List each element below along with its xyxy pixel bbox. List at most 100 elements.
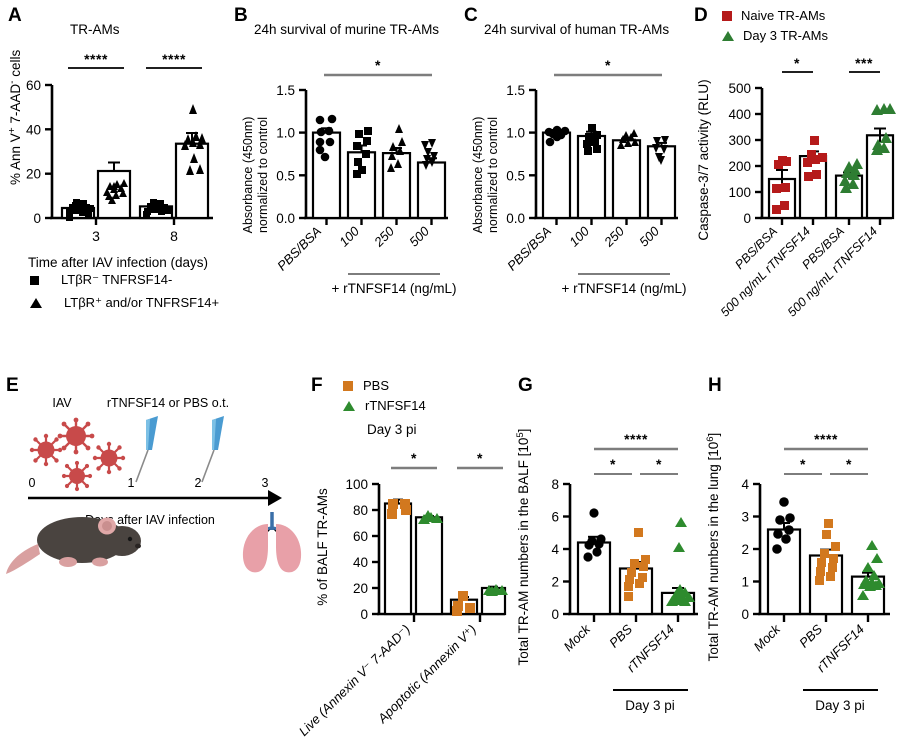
svg-text:0: 0: [743, 211, 751, 226]
svg-text:0: 0: [360, 607, 368, 622]
virus-icon-group: [29, 417, 126, 492]
svg-text:100: 100: [728, 185, 751, 200]
panel-f-points-rtnf-apop: [483, 584, 508, 596]
panel-a-legend-label-0: LTβR⁻ TNFRSF14-: [61, 272, 173, 287]
panel-e-tick-3: 3: [262, 476, 269, 490]
panel-b-title: 24h survival of murine TR-AMs: [254, 22, 440, 37]
svg-text:400: 400: [728, 107, 751, 122]
panel-a-letter: A: [8, 5, 22, 26]
panel-h-letter: H: [708, 375, 722, 396]
panel-h-points-pbs: [815, 519, 840, 585]
svg-text:3: 3: [741, 510, 749, 525]
panel-a-yticks: 0 20 40 60: [26, 78, 52, 226]
panel-a-points-sq3: [66, 199, 94, 221]
svg-text:*: *: [656, 456, 662, 472]
panel-a-plot: % Ann V+ 7-AAD- cells 0 20 40 60: [7, 49, 213, 270]
mouse-icon: [6, 517, 141, 574]
panel-d-points-0: [772, 156, 791, 214]
triangle-icon: [722, 30, 734, 41]
svg-text:40: 40: [353, 555, 368, 570]
panel-b-letter: B: [234, 5, 248, 26]
panel-a-legend-label-1: LTβR⁺ and/or TNFRSF14+: [64, 295, 220, 310]
panel-b-ylabel-2: normalized to control: [256, 117, 270, 233]
panel-e-tick-2: 2: [195, 476, 202, 490]
panel-d-legend-label-1: Day 3 TR-AMs: [743, 28, 828, 43]
panel-h-yticks: 0 1 2 3 4: [741, 477, 760, 622]
panel-e: E IAV rTNFSF14 or PBS o.t.: [0, 372, 310, 622]
panel-f-yticks: 0 20 40 60 80 100: [345, 477, 379, 622]
panel-f-sig: * *: [391, 450, 503, 470]
svg-text:***: ***: [855, 55, 873, 71]
panel-g-xticks: Mock PBS rTNFSF14: [561, 614, 680, 675]
panel-a-points-tri8: [181, 104, 206, 175]
panel-h-group-label: Day 3 pi: [815, 698, 865, 713]
svg-text:PBS: PBS: [796, 621, 825, 650]
svg-text:*: *: [846, 456, 852, 472]
svg-text:6: 6: [551, 510, 559, 525]
panel-a-xticks: 3 8: [92, 218, 178, 244]
svg-text:500: 500: [406, 223, 432, 249]
panel-f-points-rtnf-live: [418, 510, 443, 524]
svg-text:200: 200: [728, 159, 751, 174]
panel-b-points-2: [387, 124, 406, 172]
panel-d-sig: * ***: [782, 55, 880, 73]
svg-text:20: 20: [26, 167, 41, 182]
panel-c-ylabel-2: normalized to control: [486, 117, 500, 233]
panel-g-letter: G: [518, 375, 533, 396]
svg-text:****: ****: [84, 51, 108, 67]
svg-text:*: *: [605, 57, 611, 73]
panel-d: D Naive TR-AMs Day 3 TR-AMs Caspase-3/7 …: [690, 0, 900, 340]
panel-c: C 24h survival of human TR-AMs Absorbanc…: [462, 0, 687, 320]
svg-text:****: ****: [162, 51, 186, 67]
panel-f-plot: % of BALF TR-AMs 0 20 40 60 80 100: [296, 450, 508, 739]
panel-c-points-2: [617, 129, 639, 149]
svg-text:0.0: 0.0: [506, 211, 525, 226]
svg-text:100: 100: [345, 477, 368, 492]
svg-text:PBS/BSA: PBS/BSA: [504, 224, 554, 274]
panel-h-points-rtnf: [857, 540, 885, 600]
panel-b-sig: *: [324, 57, 432, 77]
square-icon: [343, 380, 353, 391]
svg-text:Live (Annexin V⁻ 7-AAD⁻): Live (Annexin V⁻ 7-AAD⁻): [296, 622, 413, 739]
svg-text:*: *: [794, 55, 800, 71]
panel-e-axis-label: Days after IAV infection: [85, 513, 215, 527]
svg-text:4: 4: [551, 542, 559, 557]
panel-c-group-label: + rTNFSF14 (ng/mL): [562, 281, 687, 296]
svg-text:1.0: 1.0: [276, 126, 295, 141]
panel-d-points-1: [803, 136, 827, 181]
svg-text:0.0: 0.0: [276, 211, 295, 226]
panel-d-points-2: [839, 158, 863, 193]
panel-f-ylabel: % of BALF TR-AMs: [315, 488, 330, 606]
svg-text:PBS/BSA: PBS/BSA: [274, 224, 324, 274]
svg-text:40: 40: [26, 122, 41, 137]
svg-text:*: *: [411, 450, 417, 466]
svg-text:****: ****: [624, 431, 648, 447]
panel-a-legend: LTβR⁻ TNFRSF14- LTβR⁺ and/or TNFRSF14+: [30, 272, 219, 311]
panel-e-tick-1: 1: [128, 476, 135, 490]
svg-text:8: 8: [170, 228, 178, 244]
panel-d-yticks: 0 100 200 300 400 500: [728, 81, 762, 226]
panel-g-ylabel: Total TR-AM numbers in the BALF [105]: [515, 429, 531, 666]
panel-h-sig: **** * *: [784, 431, 868, 475]
panel-h-points-mock: [772, 497, 795, 554]
panel-g-group-label: Day 3 pi: [625, 698, 675, 713]
panel-e-schematic: IAV rTNFSF14 or PBS o.t.: [6, 396, 302, 574]
panel-c-sig: *: [554, 57, 662, 77]
panel-h-xticks: Mock PBS rTNFSF14: [751, 614, 870, 675]
syringe-icon-2: [201, 416, 224, 483]
panel-f-legend: PBS rTNFSF14: [343, 378, 426, 413]
panel-f-title: Day 3 pi: [367, 422, 417, 437]
panel-b-xticks: PBS/BSA 100 250 500: [274, 218, 433, 274]
svg-text:0.5: 0.5: [506, 168, 525, 183]
svg-text:2: 2: [551, 575, 559, 590]
panel-b-points-3: [421, 139, 438, 170]
panel-b-ylabel-1: Absorbance (450nm): [241, 117, 255, 234]
panel-a-title: TR-AMs: [70, 22, 120, 37]
panel-d-xticks: PBS/BSA 500 ng/mL rTNFSF14 PBS/BSA 500 n…: [718, 218, 882, 319]
panel-d-legend-label-0: Naive TR-AMs: [741, 8, 826, 23]
panel-a-points-tri3: [103, 179, 128, 204]
svg-text:60: 60: [26, 78, 41, 93]
svg-text:0: 0: [741, 607, 749, 622]
svg-text:4: 4: [741, 477, 749, 492]
panel-f: F PBS rTNFSF14 Day 3 pi % of BALF TR-AMs…: [296, 372, 520, 747]
